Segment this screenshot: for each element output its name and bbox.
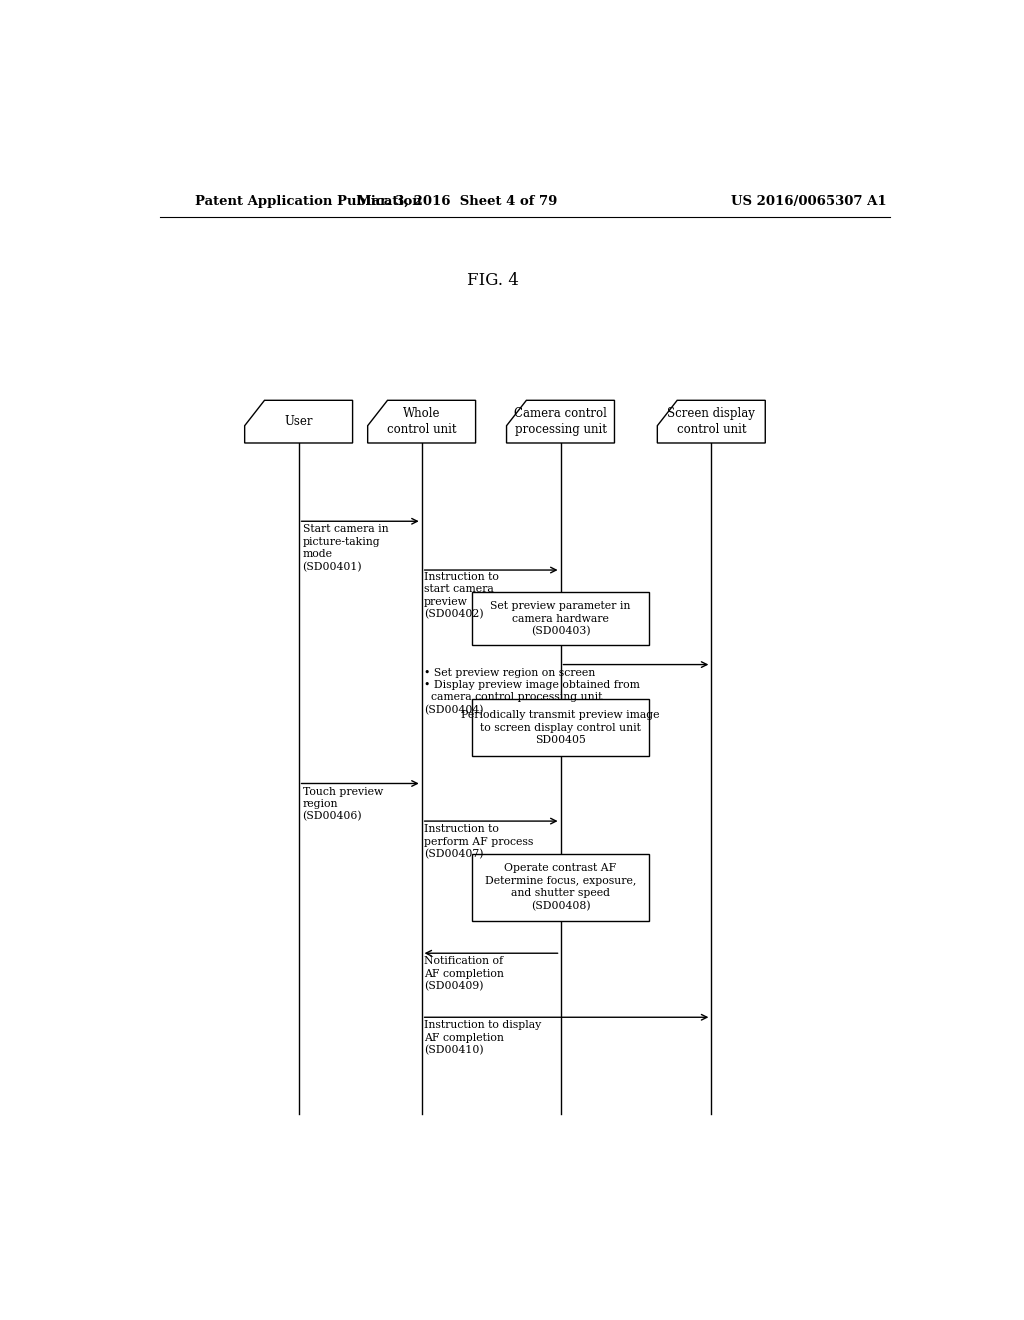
Polygon shape [657,400,765,444]
Text: Set preview parameter in
camera hardware
(SD00403): Set preview parameter in camera hardware… [490,601,631,636]
Text: Instruction to display
AF completion
(SD00410): Instruction to display AF completion (SD… [424,1020,542,1056]
Text: Instruction to
perform AF process
(SD00407): Instruction to perform AF process (SD004… [424,824,534,859]
Polygon shape [245,400,352,444]
Text: Operate contrast AF
Determine focus, exposure,
and shutter speed
(SD00408): Operate contrast AF Determine focus, exp… [484,863,636,911]
Polygon shape [368,400,475,444]
Text: Screen display
control unit: Screen display control unit [668,407,756,436]
Text: Whole
control unit: Whole control unit [387,407,457,436]
Text: Start camera in
picture-taking
mode
(SD00401): Start camera in picture-taking mode (SD0… [303,524,388,572]
Text: Camera control
processing unit: Camera control processing unit [514,407,607,436]
Text: • Set preview region on screen
• Display preview image obtained from
  camera co: • Set preview region on screen • Display… [424,668,640,715]
Text: Notification of
AF completion
(SD00409): Notification of AF completion (SD00409) [424,956,504,991]
Text: Patent Application Publication: Patent Application Publication [196,194,422,207]
Bar [472,854,649,921]
Text: Mar. 3, 2016  Sheet 4 of 79: Mar. 3, 2016 Sheet 4 of 79 [357,194,557,207]
Bar [472,593,649,645]
Text: Instruction to
start camera
preview
(SD00402): Instruction to start camera preview (SD0… [424,572,499,619]
Text: US 2016/0065307 A1: US 2016/0065307 A1 [731,194,887,207]
Bar [472,700,649,756]
Polygon shape [507,400,614,444]
Text: Touch preview
region
(SD00406): Touch preview region (SD00406) [303,787,383,822]
Text: FIG. 4: FIG. 4 [467,272,519,289]
Text: Periodically transmit preview image
to screen display control unit
SD00405: Periodically transmit preview image to s… [461,710,659,744]
Text: User: User [285,416,313,428]
